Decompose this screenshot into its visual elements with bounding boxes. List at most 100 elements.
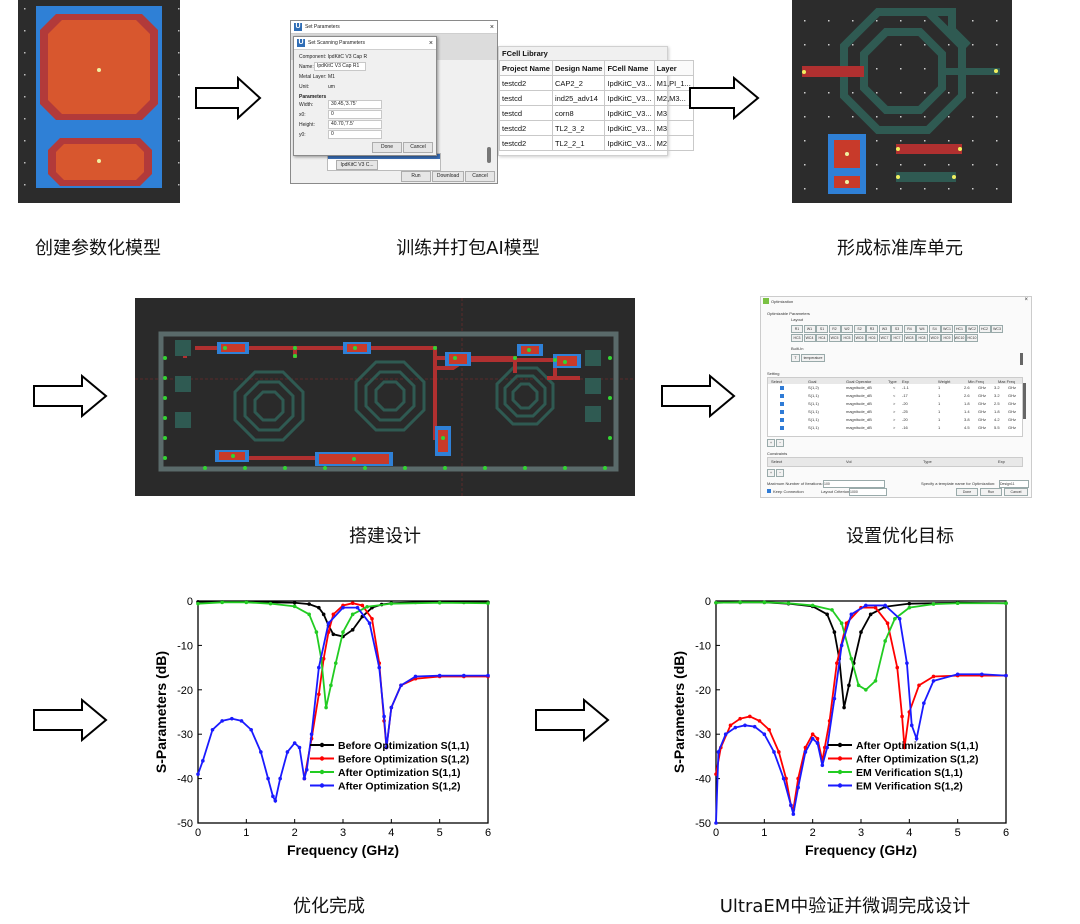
goal-cell[interactable]: 2.6	[964, 393, 970, 398]
goal-cell[interactable]: 5.5	[994, 425, 1000, 430]
parameter-chip[interactable]: HC10	[966, 334, 978, 342]
goal-row[interactable]: S(1,2) magnitude_dB < -1.1 1 2.6 GHz 3.2 GHz	[768, 384, 1022, 392]
select-checkbox[interactable]	[780, 418, 784, 422]
add-goal-button[interactable]: +	[767, 439, 775, 447]
goal-cell[interactable]: GHz	[1008, 409, 1016, 414]
param-field[interactable]: 30.45,'3.75'	[328, 100, 382, 109]
goal-row[interactable]: S(1,1) magnitude_dB > -16 1 4.5 GHz 5.5 GHz	[768, 424, 1022, 432]
goal-cell[interactable]: -20	[902, 401, 908, 406]
parameter-chip[interactable]: WC4	[803, 334, 816, 342]
param-field[interactable]: 0	[328, 130, 382, 139]
goal-cell[interactable]: 1	[938, 393, 941, 398]
param-field[interactable]: 40.70,'7.5'	[328, 120, 382, 129]
goal-cell[interactable]: S(1,1)	[808, 425, 819, 430]
goal-cell[interactable]: GHz	[1008, 417, 1016, 422]
remove-goal-button[interactable]: −	[776, 439, 784, 447]
template-name-field[interactable]: Design11	[999, 480, 1029, 488]
select-checkbox[interactable]	[780, 386, 784, 390]
done-button[interactable]: Done	[956, 488, 978, 496]
goal-cell[interactable]: <	[893, 385, 896, 390]
goal-cell[interactable]: magnitude_dB	[846, 409, 872, 414]
goal-row[interactable]: S(1,1) magnitude_dB > -20 1 3.8 GHz 4.2 GHz	[768, 416, 1022, 424]
goal-cell[interactable]: GHz	[1008, 401, 1016, 406]
max-iterations-field[interactable]: 100	[823, 480, 885, 488]
remove-constraint-button[interactable]: −	[776, 469, 784, 477]
parameter-chip[interactable]: W3	[878, 325, 891, 333]
parameter-chip[interactable]: HC5	[841, 334, 853, 342]
parameter-chip[interactable]: WC6	[853, 334, 866, 342]
goal-cell[interactable]: >	[893, 409, 896, 414]
table-row[interactable]: testcd ind25_adv14 IpdKitC_V3... M2,M3..…	[499, 90, 694, 106]
parameter-chip[interactable]: HC2	[978, 325, 991, 333]
table-row[interactable]: testcd corn8 IpdKitC_V3... M3	[499, 105, 694, 121]
parameter-chip[interactable]: S1	[816, 325, 828, 333]
parameter-chip[interactable]: W4	[916, 325, 928, 333]
goal-cell[interactable]: 2.6	[964, 385, 970, 390]
parameter-chip[interactable]: S2	[853, 325, 866, 333]
parameter-chip[interactable]: WC3	[991, 325, 1003, 333]
goal-cell[interactable]: magnitude_dB	[846, 393, 872, 398]
goal-cell[interactable]: S(1,1)	[808, 401, 819, 406]
goal-cell[interactable]: S(1,1)	[808, 409, 819, 414]
builtin-chip-t[interactable]: T	[791, 354, 800, 362]
goal-cell[interactable]: GHz	[978, 385, 986, 390]
select-checkbox[interactable]	[780, 402, 784, 406]
parameter-chip[interactable]: WC9	[928, 334, 941, 342]
goal-cell[interactable]: 1	[938, 425, 941, 430]
close-icon[interactable]: ×	[489, 23, 494, 31]
goal-cell[interactable]: -20	[902, 417, 908, 422]
table-row[interactable]: testcd2 TL2_2_1 IpdKitC_V3... M2	[499, 135, 694, 151]
goal-cell[interactable]: 3.8	[964, 417, 970, 422]
parameter-chip[interactable]: HC7	[891, 334, 903, 342]
layout-criterion-field[interactable]: 1000	[849, 488, 887, 496]
goal-row[interactable]: S(1,1) magnitude_dB > -20 1 1.8 GHz 2.5 GHz	[768, 400, 1022, 408]
goal-cell[interactable]: <	[893, 393, 896, 398]
scrollbar-thumb[interactable]	[1023, 383, 1026, 419]
goal-cell[interactable]: >	[893, 425, 896, 430]
goal-cell[interactable]: 4.2	[994, 417, 1000, 422]
goal-cell[interactable]: 1	[938, 401, 941, 406]
close-icon[interactable]: ×	[1024, 297, 1028, 303]
goal-cell[interactable]: -16	[902, 425, 908, 430]
goal-cell[interactable]: GHz	[1008, 425, 1016, 430]
scrollbar-thumb[interactable]	[487, 147, 491, 163]
done-button[interactable]: Done	[372, 142, 402, 153]
goal-cell[interactable]: 1	[938, 409, 941, 414]
goal-cell[interactable]: GHz	[978, 425, 986, 430]
goal-cell[interactable]: -1.1	[902, 385, 909, 390]
goal-cell[interactable]: GHz	[978, 417, 986, 422]
param-field[interactable]: 0	[328, 110, 382, 119]
scrollbar-thumb[interactable]	[1020, 353, 1023, 365]
name-field[interactable]: IpdKitC V3 Cap R1	[314, 62, 366, 71]
goal-cell[interactable]: 1.4	[964, 409, 970, 414]
goal-cell[interactable]: 4.5	[964, 425, 970, 430]
parameter-chip[interactable]: HC6	[866, 334, 878, 342]
goal-cell[interactable]: magnitude_dB	[846, 425, 872, 430]
parameter-chip[interactable]: HC1	[953, 325, 966, 333]
run-button[interactable]: Run	[980, 488, 1002, 496]
goal-cell[interactable]: GHz	[978, 401, 986, 406]
parameter-chip[interactable]: W1	[803, 325, 816, 333]
keep-connection-checkbox[interactable]	[767, 489, 771, 493]
goal-cell[interactable]: 3.2	[994, 393, 1000, 398]
goal-cell[interactable]: >	[893, 417, 896, 422]
goal-cell[interactable]: 1	[938, 385, 941, 390]
goal-cell[interactable]: magnitude_dB	[846, 401, 872, 406]
list-item[interactable]: IpdKitC V3 C...	[336, 160, 378, 170]
close-icon[interactable]: ×	[428, 39, 433, 47]
goal-cell[interactable]: -17	[902, 393, 908, 398]
goal-cell[interactable]: S(1,1)	[808, 393, 819, 398]
select-checkbox[interactable]	[780, 426, 784, 430]
cancel-button-outer[interactable]: Cancel	[465, 171, 495, 182]
parameter-chip[interactable]: WC2	[966, 325, 978, 333]
cancel-button[interactable]: Cancel	[1004, 488, 1028, 496]
goal-cell[interactable]: 1	[938, 417, 941, 422]
parameter-chip[interactable]: R2	[828, 325, 841, 333]
parameter-chip[interactable]: HC8	[916, 334, 928, 342]
goal-cell[interactable]: 3.2	[994, 385, 1000, 390]
parameter-chip[interactable]: S4	[928, 325, 941, 333]
run-button[interactable]: Run	[401, 171, 431, 182]
goal-cell[interactable]: magnitude_dB	[846, 385, 872, 390]
goal-row[interactable]: S(1,1) magnitude_dB < -17 1 2.6 GHz 3.2 GHz	[768, 392, 1022, 400]
goal-cell[interactable]: S(1,2)	[808, 385, 819, 390]
